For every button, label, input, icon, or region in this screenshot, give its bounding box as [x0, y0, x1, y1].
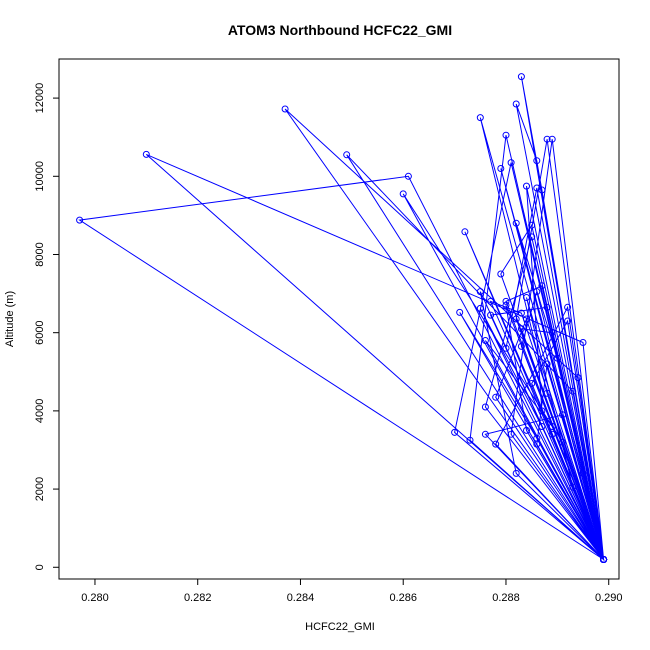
x-axis: 0.280 0.282 0.284 0.286 0.288 0.290 [81, 579, 622, 604]
data-point [76, 216, 84, 224]
x-tick-label: 0.284 [287, 592, 315, 604]
data-point [404, 172, 412, 180]
data-point [497, 270, 505, 278]
y-tick-label: 4000 [34, 399, 46, 423]
data-point [487, 311, 495, 319]
y-tick-label: 10000 [34, 161, 46, 192]
data-point [543, 135, 551, 143]
y-tick-label: 0 [34, 564, 46, 570]
data-point [548, 423, 556, 430]
x-tick-label: 0.288 [492, 592, 520, 604]
y-tick-label: 6000 [34, 320, 46, 344]
series-2 [476, 114, 608, 563]
data-point [528, 233, 536, 241]
data-point [600, 556, 608, 563]
data-point [476, 288, 484, 296]
data-point [456, 308, 464, 316]
data-point [564, 303, 572, 311]
data-point [502, 344, 510, 352]
series-line [78, 76, 605, 562]
data-point [528, 380, 536, 387]
x-tick-label: 0.286 [389, 592, 417, 604]
data-point [543, 389, 551, 397]
data-point [502, 297, 510, 305]
series-line [479, 117, 605, 562]
data-point [533, 440, 541, 448]
data-point [579, 469, 587, 477]
data-point [523, 294, 530, 301]
data-point [564, 317, 572, 325]
data-point [507, 430, 515, 438]
series-1 [76, 73, 608, 563]
plot-frame [58, 58, 620, 580]
series-layer [76, 73, 608, 563]
y-tick-label: 12000 [34, 83, 46, 114]
data-point [502, 131, 510, 139]
data-point [543, 360, 551, 368]
y-tick-label: 8000 [34, 242, 46, 266]
x-tick-label: 0.282 [184, 592, 212, 604]
data-point [553, 354, 561, 362]
data-point [476, 304, 484, 312]
data-point [523, 426, 530, 434]
data-point [538, 282, 546, 290]
data-point [512, 315, 520, 323]
data-point [481, 403, 489, 411]
data-point [512, 219, 520, 227]
chart-title: ATOM3 Northbound HCFC22_GMI [228, 22, 452, 38]
data-point [451, 428, 459, 436]
data-point [569, 387, 577, 395]
y-axis: 0 2000 4000 6000 8000 10000 12000 [34, 83, 59, 570]
data-point [399, 190, 407, 198]
data-point [533, 184, 541, 192]
data-point [481, 337, 489, 344]
data-point [142, 150, 150, 158]
data-point [461, 228, 469, 236]
data-point [548, 135, 556, 143]
y-tick-label: 2000 [34, 477, 46, 501]
y-axis-label: Altitude (m) [4, 291, 16, 347]
data-point [481, 430, 489, 438]
x-axis-label: HCFC22_GMI [305, 621, 375, 633]
data-point [512, 469, 520, 477]
data-point [281, 105, 289, 113]
data-point [559, 411, 566, 419]
data-point [512, 100, 520, 108]
data-point [533, 157, 541, 165]
x-tick-label: 0.280 [81, 592, 109, 604]
data-point [538, 407, 546, 415]
data-point [517, 325, 525, 333]
data-point [517, 309, 525, 317]
data-point [476, 114, 484, 122]
data-point [487, 297, 495, 305]
data-point [569, 483, 577, 491]
data-point [466, 436, 474, 444]
x-tick-label: 0.290 [595, 592, 623, 604]
data-point [343, 151, 351, 159]
data-point [507, 159, 515, 167]
data-point [492, 393, 500, 401]
data-point [517, 73, 525, 81]
data-point [492, 440, 500, 448]
data-point [579, 339, 587, 346]
data-point [523, 182, 530, 190]
data-point [497, 165, 505, 172]
